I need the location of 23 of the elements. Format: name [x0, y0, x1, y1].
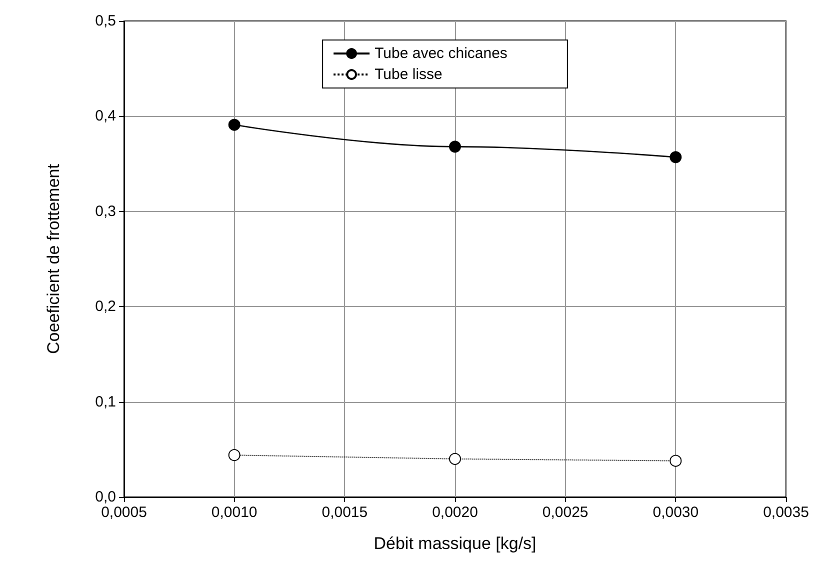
- y-tick-label: 0,0: [95, 488, 116, 506]
- y-tick-label: 0,1: [95, 393, 116, 410]
- point: [449, 140, 461, 153]
- point: [670, 151, 682, 164]
- y-axis-title: Coeeficient de frottement: [44, 164, 63, 354]
- point: [228, 118, 240, 131]
- x-tick-label: 0,0030: [652, 504, 699, 521]
- point: [670, 454, 682, 467]
- x-axis-title: Débit massique [kg/s]: [374, 534, 536, 553]
- y-tick-label: 0,4: [95, 108, 116, 125]
- legend-label: Tube avec chicanes: [374, 45, 508, 62]
- x-tick-label: 0,0015: [322, 504, 368, 521]
- point: [449, 452, 461, 465]
- x-tick-label: 0,0020: [432, 504, 478, 521]
- legend-label: Tube lisse: [374, 66, 442, 83]
- x-tick-label: 0,0010: [211, 504, 258, 521]
- x-tick-label: 0,0005: [101, 504, 147, 521]
- point: [228, 449, 240, 462]
- y-tick-label: 0,2: [95, 298, 116, 316]
- y-tick-label: 0,3: [95, 202, 116, 220]
- x-tick-label: 0,0025: [542, 504, 588, 521]
- x-tick-label: 0,0035: [763, 504, 809, 521]
- y-tick-label: 0,5: [95, 12, 116, 30]
